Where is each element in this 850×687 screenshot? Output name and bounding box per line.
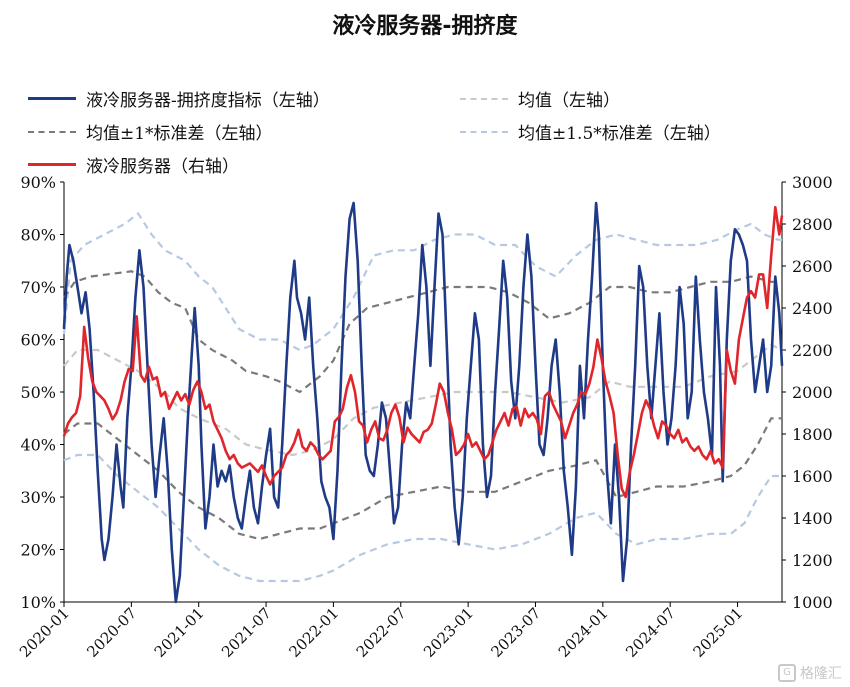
watermark-text: 格隆汇 (800, 666, 842, 682)
legend-swatch-mean (460, 97, 508, 100)
series-band15-lower (63, 453, 782, 583)
left-tick-label: 30% (20, 488, 56, 507)
x-tick-label: 2020-01 (16, 604, 73, 661)
x-tick-label: 2021-07 (218, 604, 275, 661)
x-tick-label: 2023-07 (487, 604, 544, 661)
left-tick-label: 80% (20, 226, 56, 245)
series-layer (62, 201, 784, 604)
right-tick-label: 2200 (792, 341, 833, 360)
x-tick-label: 2024-01 (555, 604, 612, 661)
left-tick-label: 10% (20, 593, 56, 612)
chart-title: 液冷服务器-拥挤度 (332, 14, 518, 39)
legend-label-band1: 均值±1*标准差（左轴） (86, 124, 273, 144)
left-tick-label: 20% (20, 541, 56, 560)
series-index (62, 205, 784, 499)
right-tick-label: 1000 (792, 593, 833, 612)
right-tick-label: 2600 (792, 257, 833, 276)
left-tick-label: 60% (20, 331, 56, 350)
x-tick-label: 2022-01 (285, 604, 342, 661)
legend-swatch-band1 (28, 130, 76, 133)
right-tick-label: 1200 (792, 551, 833, 570)
x-tick-label: 2020-07 (83, 604, 140, 661)
left-tick-label: 90% (20, 173, 56, 192)
legend-item-mean: 均值（左轴） (460, 86, 620, 111)
series-band1-lower (63, 417, 782, 541)
right-tick-label: 3000 (792, 173, 833, 192)
legend-item-index: 液冷服务器（右轴） (28, 152, 239, 177)
legend-label-crowding: 液冷服务器-拥挤度指标（左轴） (86, 91, 330, 111)
legend-label-index: 液冷服务器（右轴） (86, 157, 239, 177)
series-crowding (62, 201, 784, 604)
right-tick-label: 1800 (792, 425, 833, 444)
x-tick-label: 2023-01 (420, 604, 477, 661)
watermark-logo: G 格隆汇 (778, 663, 842, 683)
legend-item-band15: 均值±1.5*标准差（左轴） (460, 119, 721, 144)
legend-item-crowding: 液冷服务器-拥挤度指标（左轴） (28, 86, 330, 111)
legend-swatch-index (28, 163, 76, 166)
right-tick-label: 2800 (792, 215, 833, 234)
watermark-icon: G (778, 664, 796, 682)
right-tick-label: 1400 (792, 509, 833, 528)
series-band15-upper (62, 211, 782, 352)
legend-label-band15: 均值±1.5*标准差（左轴） (518, 124, 721, 144)
legend-swatch-band15 (460, 130, 508, 133)
series-band1-upper (63, 270, 782, 394)
right-tick-label: 2000 (792, 383, 833, 402)
x-tick-label: 2021-01 (151, 604, 208, 661)
x-tick-label: 2024-07 (622, 604, 679, 661)
right-tick-label: 1600 (792, 467, 833, 486)
left-tick-label: 40% (20, 436, 56, 455)
left-tick-label: 70% (20, 278, 56, 297)
legend-swatch-crowding (28, 97, 76, 100)
legend-item-band1: 均值±1*标准差（左轴） (28, 119, 273, 144)
x-tick-label: 2025-01 (690, 604, 747, 661)
right-tick-label: 2400 (792, 299, 833, 318)
x-tick-label: 2022-07 (353, 604, 410, 661)
left-tick-label: 50% (20, 383, 56, 402)
legend-label-mean: 均值（左轴） (518, 91, 620, 111)
